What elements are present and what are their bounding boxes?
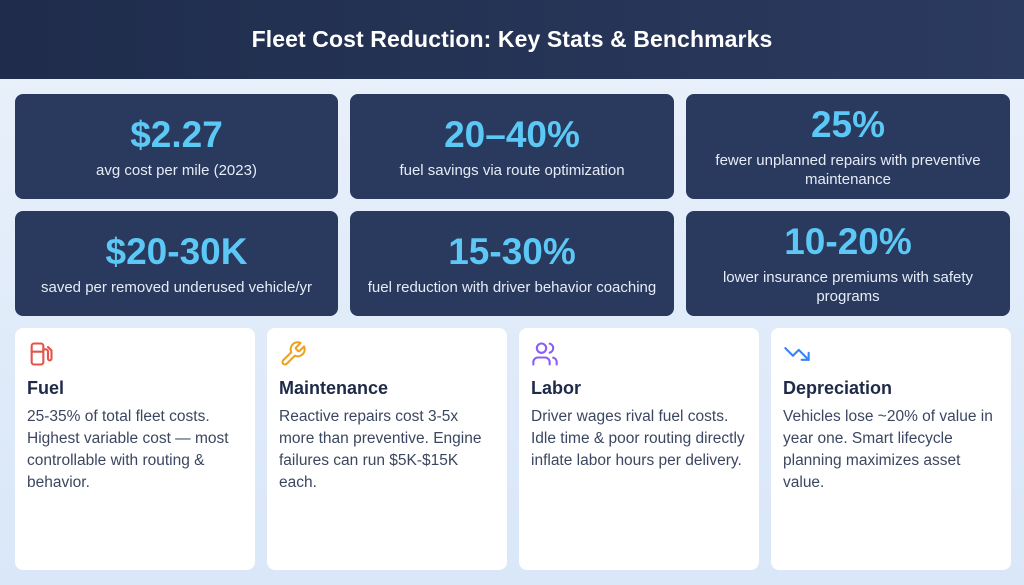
category-title: Maintenance — [279, 378, 389, 398]
category-card-maintenance: Maintenance Reactive repairs cost 3-5x m… — [267, 328, 507, 570]
stat-label: fuel reduction with driver behavior coac… — [367, 278, 657, 296]
stat-card-underused-vehicle: $20-30K saved per removed underused vehi… — [15, 211, 338, 316]
category-text: 25-35% of total fleet costs. Highest var… — [27, 408, 229, 491]
category-text: Vehicles lose ~20% of value in year one.… — [783, 408, 993, 491]
category-title: Labor — [531, 378, 582, 398]
stat-label: avg cost per mile (2023) — [96, 161, 257, 179]
stat-value: $2.27 — [130, 113, 223, 155]
category-card-depreciation: Depreciation Vehicles lose ~20% of value… — [771, 328, 1011, 570]
stat-card-unplanned-repairs: 25% fewer unplanned repairs with prevent… — [686, 94, 1010, 199]
fuel-pump-icon — [30, 342, 53, 366]
stat-card-insurance: 10-20% lower insurance premiums with saf… — [686, 211, 1010, 316]
stat-card-fuel-savings: 20–40% fuel savings via route optimizati… — [350, 94, 674, 199]
category-card-fuel: Fuel 25-35% of total fleet costs. Highes… — [15, 328, 255, 570]
category-text: Driver wages rival fuel costs. Idle time… — [531, 408, 745, 469]
stat-value: 15-30% — [448, 230, 576, 272]
stat-value: 10-20% — [784, 221, 912, 262]
stat-card-cost-per-mile: $2.27 avg cost per mile (2023) — [15, 94, 338, 199]
stat-value: 25% — [810, 104, 886, 145]
stat-card-driver-coaching: 15-30% fuel reduction with driver behavi… — [350, 211, 674, 316]
category-card-labor: Labor Driver wages rival fuel costs. Idl… — [519, 328, 759, 570]
category-grid: Fuel 25-35% of total fleet costs. Highes… — [15, 328, 1011, 570]
stat-label: fuel savings via route optimization — [399, 161, 625, 179]
trending-down-icon — [784, 347, 810, 361]
header-banner: Fleet Cost Reduction: Key Stats & Benchm… — [0, 0, 1024, 79]
stats-grid: $2.27 avg cost per mile (2023) 20–40% fu… — [15, 94, 1010, 316]
page-title: Fleet Cost Reduction: Key Stats & Benchm… — [251, 26, 773, 52]
stat-label: fewer unplanned repairs with preventive … — [715, 152, 981, 188]
users-icon — [532, 342, 558, 366]
stat-value: 20–40% — [444, 113, 580, 155]
stat-label: lower insurance premiums with safety pro… — [722, 269, 974, 305]
stat-label: saved per removed underused vehicle/yr — [41, 278, 312, 296]
category-title: Depreciation — [783, 378, 893, 398]
wrench-icon — [281, 341, 306, 366]
stat-value: $20-30K — [105, 230, 248, 272]
category-title: Fuel — [27, 378, 65, 398]
category-text: Reactive repairs cost 3-5x more than pre… — [279, 408, 482, 491]
